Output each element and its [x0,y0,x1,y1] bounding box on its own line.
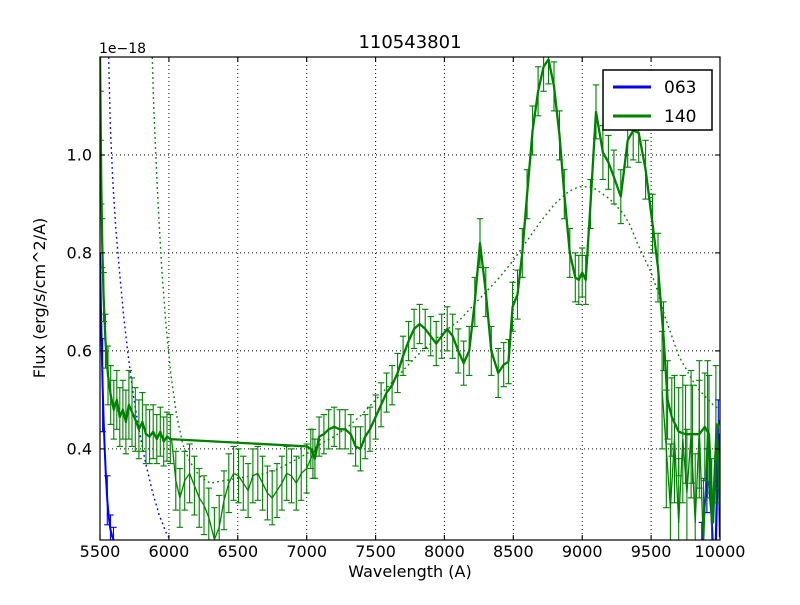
y-tick-label-1: 1.0 [67,146,92,165]
series-063-model-dotted [107,57,172,540]
y-axis-label: Flux (erg/s/cm^2/A) [30,218,49,379]
y-tick-labels: 0.4 0.6 0.8 1.0 [67,146,92,459]
grid-lines [100,57,720,540]
tick-marks [99,57,721,540]
y-tick-label-0.6: 0.6 [67,341,92,360]
legend-label-140: 140 [664,107,696,127]
x-tick-label-7500: 7500 [355,542,396,561]
x-axis-label: Wavelength (A) [348,562,471,581]
axis-offset-text: 1e−18 [99,41,146,57]
y-tick-label-0.4: 0.4 [67,439,92,458]
axes-background [100,57,720,540]
plot-title: 110543801 [358,32,461,53]
x-tick-label-6000: 6000 [149,542,190,561]
series-140-spectrum-low-9580-10000 [658,330,720,540]
x-tick-label-6500: 6500 [217,542,258,561]
y-tick-label-0.8: 0.8 [67,243,92,262]
series-140-spectrum-low-6000-7100 [170,428,321,540]
x-tick-labels: 5500 6000 6500 7000 7500 8000 8500 9000 9500 1000… [80,542,746,561]
x-tick-label-7000: 7000 [286,542,327,561]
legend-label-063: 063 [664,78,696,98]
legend: 063 140 [602,69,713,131]
series-140-model-dotted [151,57,720,484]
x-tick-label-10000: 10000 [695,542,746,561]
x-tick-label-5500: 5500 [80,542,121,561]
legend-box [602,69,713,131]
x-tick-label-9000: 9000 [562,542,603,561]
x-tick-label-8000: 8000 [424,542,465,561]
x-tick-label-8500: 8500 [493,542,534,561]
x-tick-label-9500: 9500 [631,542,672,561]
axes-frame [99,56,721,541]
